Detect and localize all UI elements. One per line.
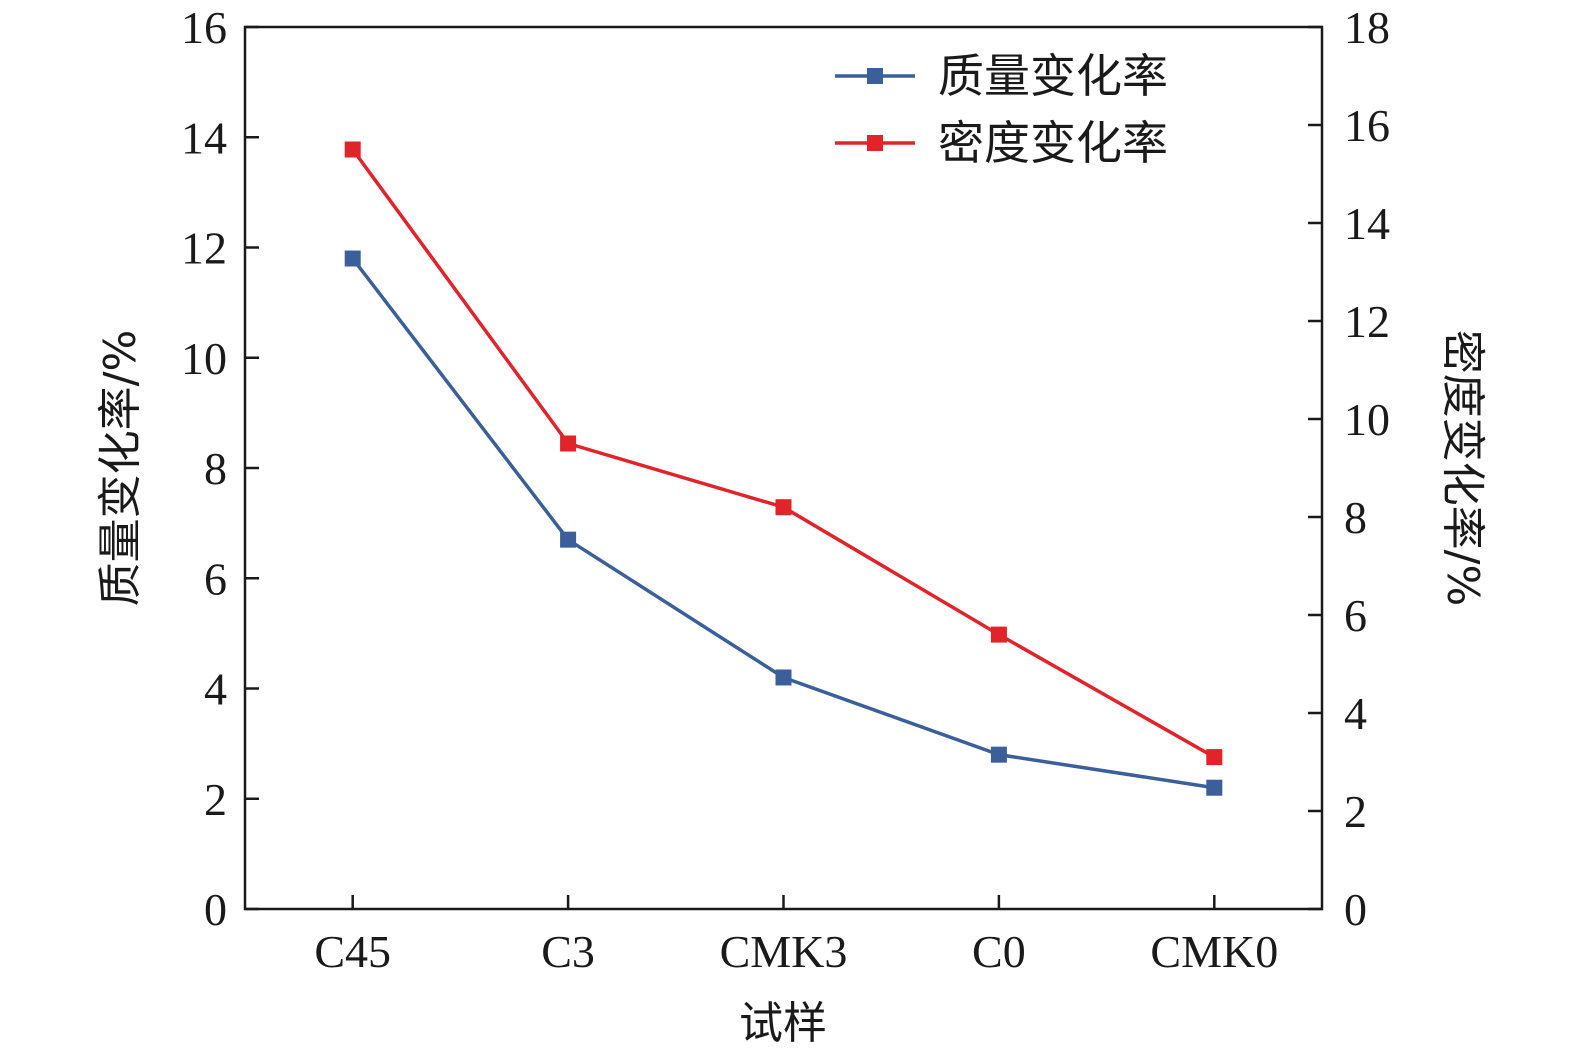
- x-tick-label: CMK0: [1150, 926, 1278, 977]
- right-tick-label: 2: [1344, 786, 1367, 837]
- x-tick-label: C3: [541, 926, 595, 977]
- series-2-point: [560, 435, 577, 452]
- legend-label: 密度变化率: [938, 116, 1168, 170]
- right-tick-label: 10: [1344, 394, 1390, 445]
- legend-marker: [867, 68, 883, 84]
- right-axis-title: 密度变化率/%: [1437, 330, 1488, 607]
- x-tick-label: C0: [972, 926, 1026, 977]
- left-axis-title: 质量变化率/%: [95, 330, 146, 607]
- series-2-point: [990, 626, 1007, 643]
- series-1-point: [775, 669, 792, 686]
- left-tick-label: 12: [181, 223, 227, 274]
- right-tick-label: 6: [1344, 590, 1367, 641]
- series-1-point: [560, 531, 577, 548]
- left-tick-label: 4: [204, 664, 227, 715]
- x-tick-label: C45: [314, 926, 391, 977]
- left-tick-label: 6: [204, 553, 227, 604]
- right-tick-label: 16: [1344, 100, 1390, 151]
- series-layer: [344, 141, 1223, 796]
- right-tick-label: 12: [1344, 296, 1390, 347]
- left-tick-label: 0: [204, 884, 227, 935]
- series-2-point: [1206, 749, 1223, 766]
- right-tick-label: 18: [1344, 2, 1390, 53]
- left-tick-label: 14: [181, 112, 227, 163]
- series-1-point: [344, 250, 361, 267]
- left-tick-label: 16: [181, 2, 227, 53]
- left-tick-label: 10: [181, 333, 227, 384]
- series-line-1: [351, 257, 1215, 790]
- right-tick-label: 8: [1344, 492, 1367, 543]
- right-axis: 0 2 4 6 8 10 12 14 16 18: [1308, 2, 1390, 935]
- series-2-point: [344, 141, 361, 158]
- left-axis: 0 2 4 6 8 10 12 14 16: [181, 2, 259, 935]
- x-axis: C45 C3 CMK3 C0 CMK0: [314, 895, 1278, 977]
- left-tick-label: 2: [204, 774, 227, 825]
- x-tick-label: CMK3: [720, 926, 848, 977]
- right-tick-label: 14: [1344, 198, 1390, 249]
- legend-marker: [867, 135, 883, 151]
- right-tick-label: 4: [1344, 688, 1367, 739]
- series-1-point: [1206, 779, 1223, 796]
- series-2-point: [775, 499, 792, 516]
- series-1-point: [990, 746, 1007, 763]
- left-tick-label: 8: [204, 443, 227, 494]
- right-tick-label: 0: [1344, 884, 1367, 935]
- series-line-2: [351, 148, 1216, 759]
- x-axis-title: 试样: [739, 998, 827, 1049]
- legend-label: 质量变化率: [938, 49, 1168, 103]
